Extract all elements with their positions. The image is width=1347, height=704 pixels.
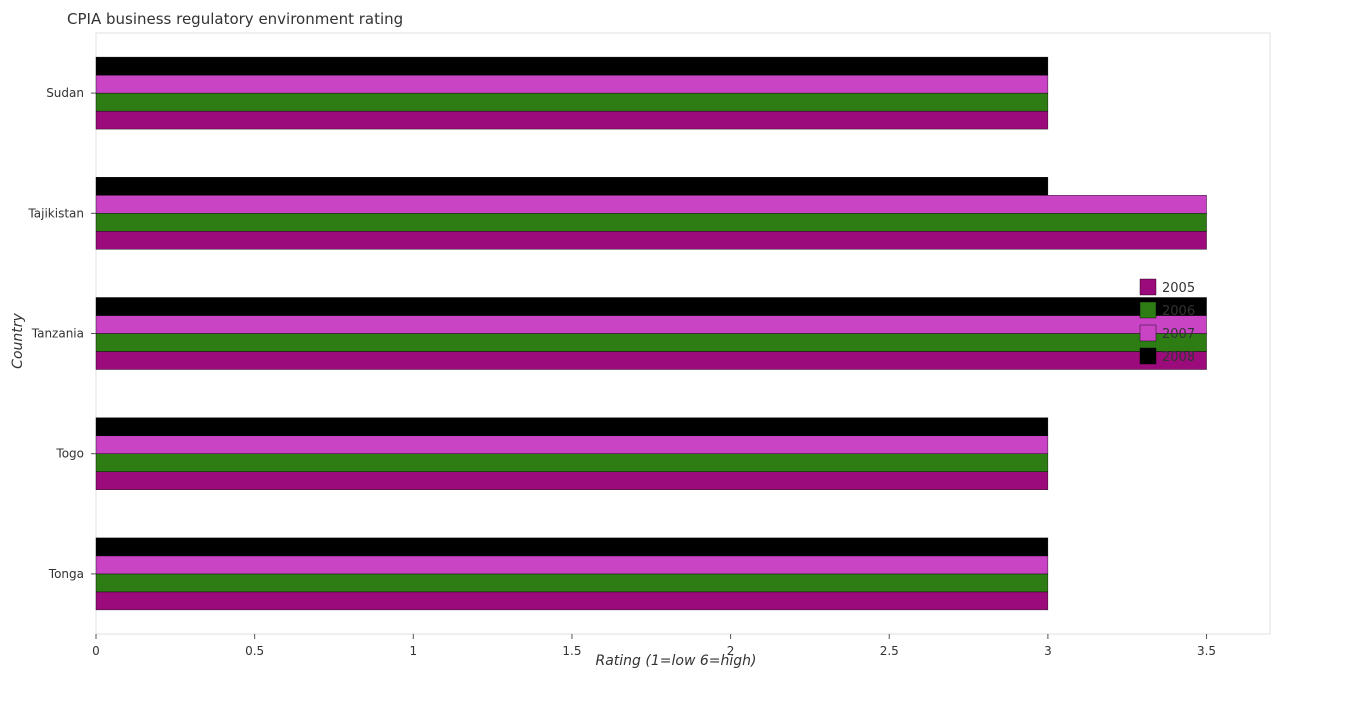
legend-swatch-2006 (1139, 301, 1157, 319)
legend-swatch-2008 (1139, 347, 1157, 365)
legend-swatch-2007 (1139, 324, 1157, 342)
x-tick-label: 3.5 (1197, 644, 1216, 658)
bar-tajikistan-2005 (95, 231, 1207, 250)
bar-togo-2007 (95, 435, 1049, 454)
legend-swatch-2005 (1139, 278, 1157, 296)
bar-togo-2008 (95, 417, 1049, 436)
y-tick-label-togo: Togo (55, 447, 84, 461)
x-tick-label: 2.5 (880, 644, 899, 658)
y-tick-label-tajikistan: Tajikistan (27, 206, 84, 220)
legend: 2005 2006 2007 2008 (1139, 278, 1195, 365)
bar-sudan-2008 (95, 56, 1049, 76)
y-axis-title: Country (10, 312, 26, 368)
bar-sudan-2007 (95, 74, 1049, 94)
bar-tonga-2005 (95, 591, 1049, 611)
bar-tajikistan-2006 (95, 213, 1207, 232)
bar-tajikistan-2008 (95, 177, 1049, 196)
x-tick-label: 1 (409, 644, 417, 658)
x-axis: 0 0.5 1 1.5 2 2.5 3 3.5 (92, 634, 1216, 658)
legend-label-2006: 2006 (1162, 304, 1195, 319)
bar-tanzania-2006 (95, 333, 1207, 352)
bar-tanzania-2008 (95, 297, 1207, 316)
y-tick-label-tonga: Tonga (48, 567, 84, 581)
legend-label-2008: 2008 (1162, 350, 1195, 365)
bar-sudan-2005 (95, 110, 1049, 130)
x-tick-label: 0.5 (245, 644, 264, 658)
bar-tonga-2007 (95, 555, 1049, 575)
bar-togo-2005 (95, 471, 1049, 490)
x-tick-label: 2 (727, 644, 735, 658)
x-tick-label: 1.5 (562, 644, 581, 658)
y-tick-label-sudan: Sudan (46, 86, 84, 100)
bar-tajikistan-2007 (95, 195, 1207, 214)
bar-tanzania-2007 (95, 315, 1207, 334)
legend-label-2007: 2007 (1162, 327, 1195, 342)
bar-sudan-2006 (95, 92, 1049, 112)
bar-togo-2006 (95, 453, 1049, 472)
bar-tanzania-2005 (95, 351, 1207, 370)
chart-title: CPIA business regulatory environment rat… (67, 10, 403, 28)
bar-tonga-2008 (95, 537, 1049, 557)
x-tick-label: 3 (1044, 644, 1052, 658)
x-tick-label: 0 (92, 644, 100, 658)
bars-group (95, 56, 1207, 611)
x-axis-title: Rating (1=low 6=high) (596, 653, 757, 669)
bar-tonga-2006 (95, 573, 1049, 593)
y-tick-label-tanzania: Tanzania (31, 327, 84, 341)
y-axis: Sudan Tajikistan Tanzania Togo Tonga (27, 86, 96, 581)
legend-label-2005: 2005 (1162, 281, 1195, 296)
